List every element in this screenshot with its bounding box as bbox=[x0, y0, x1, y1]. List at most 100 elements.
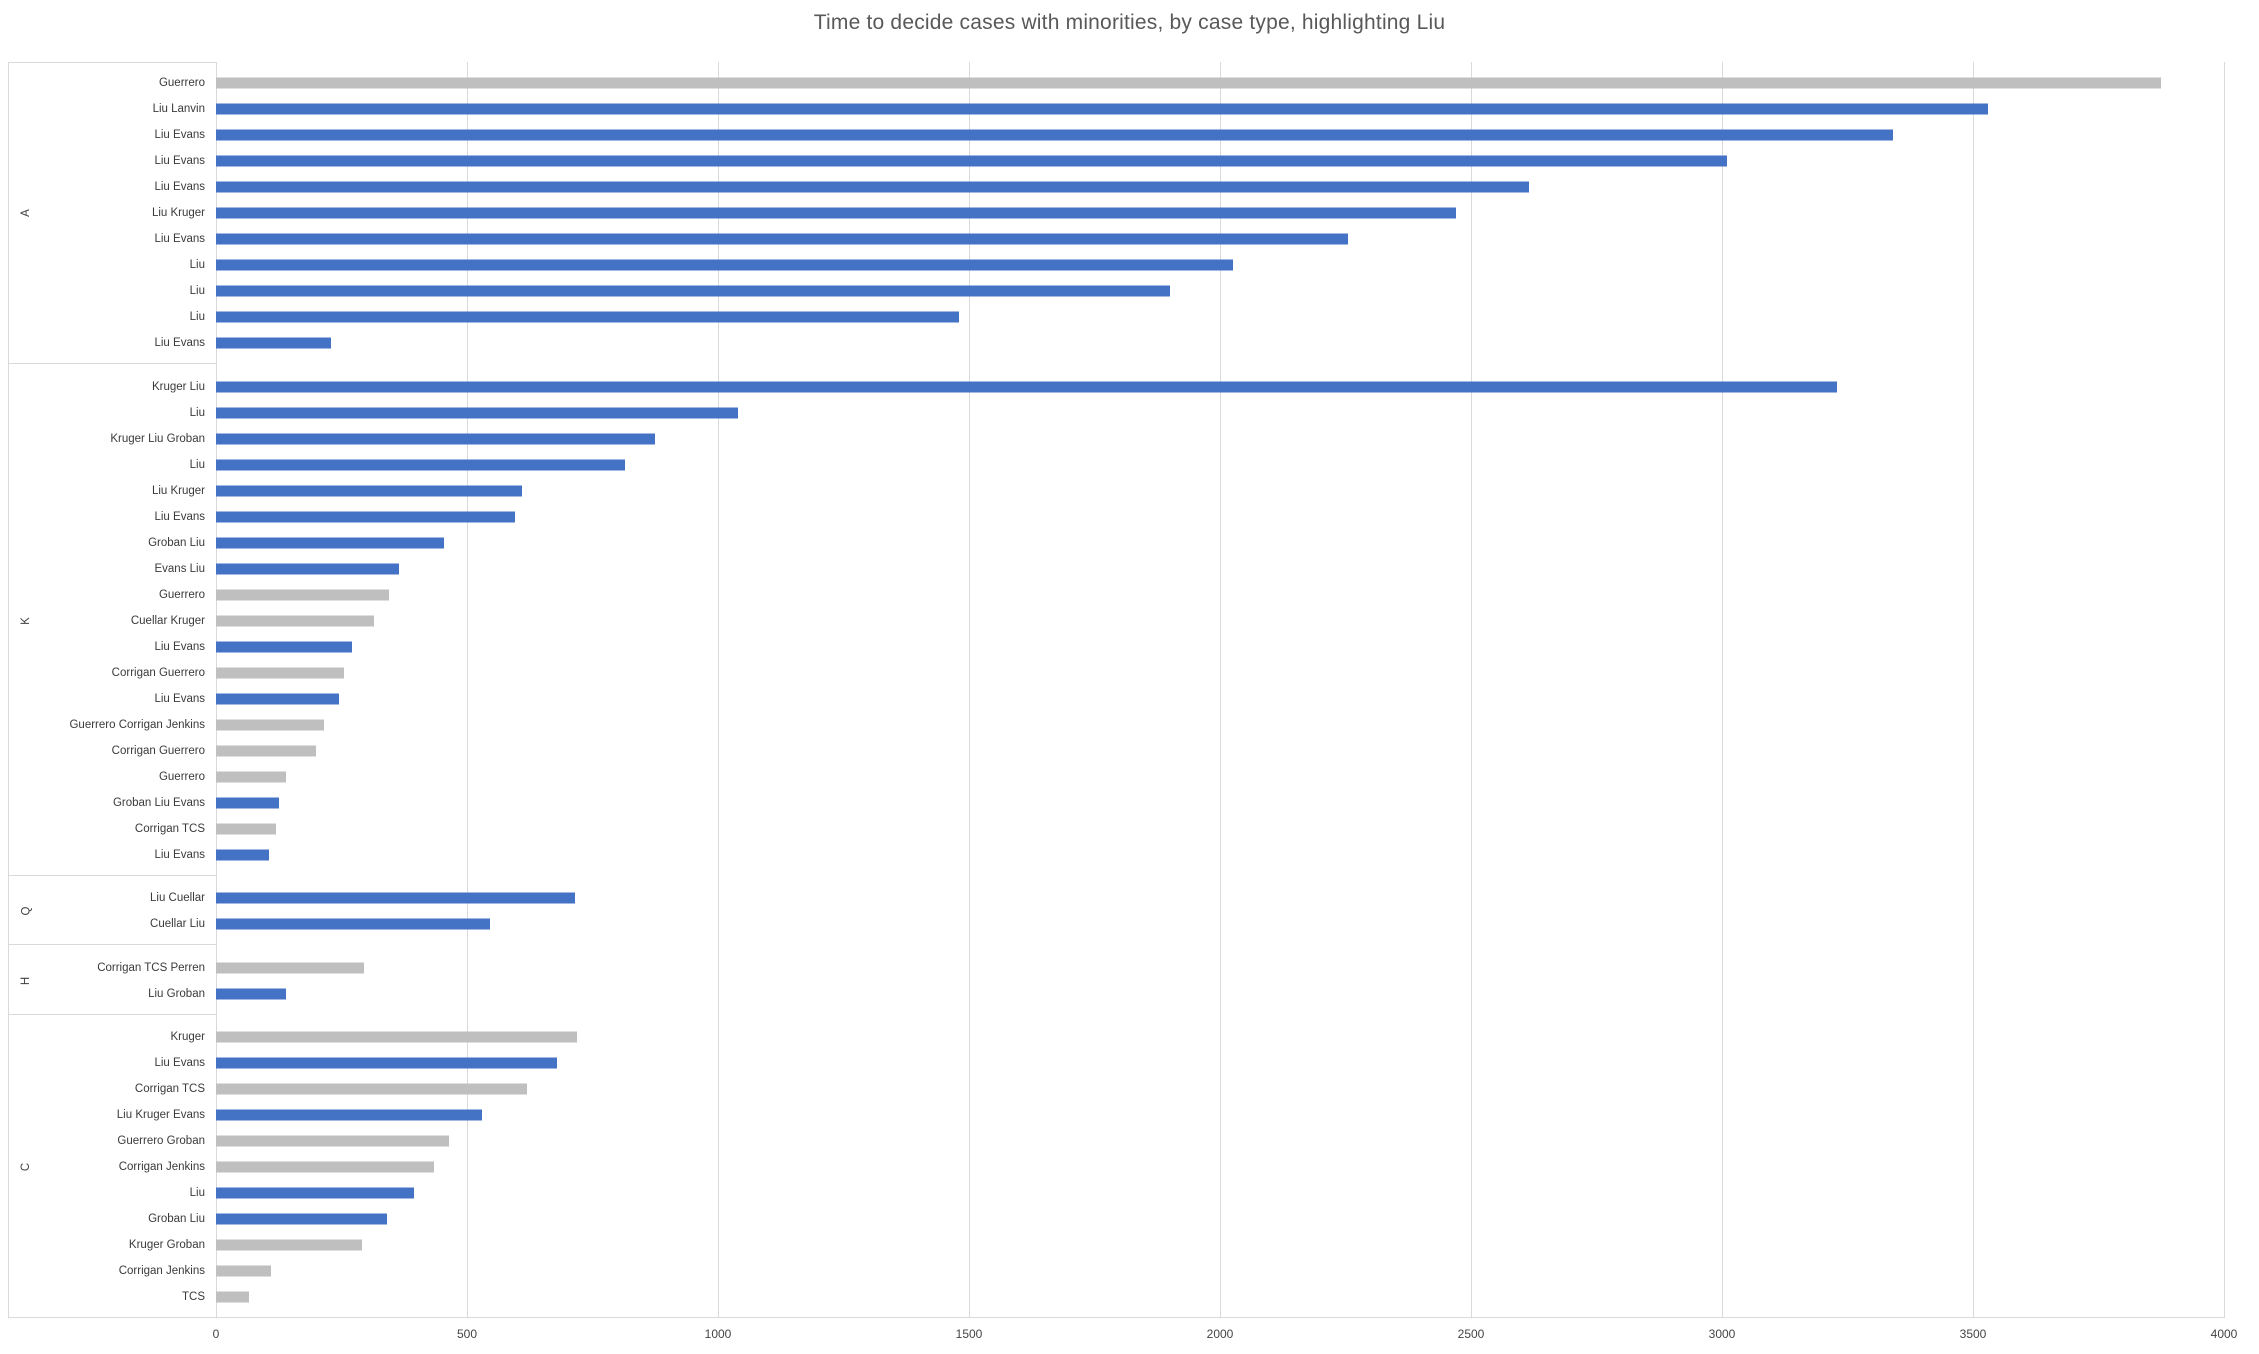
bar-highlighted bbox=[216, 129, 1893, 141]
bar-highlighted bbox=[216, 641, 352, 652]
x-tick-label: 2000 bbox=[1206, 1327, 1234, 1341]
bar-row-label: Liu Evans bbox=[154, 233, 205, 245]
plot-area: 0 500 1000 1500 2000 2500 3000 3500 4000 bbox=[213, 62, 2237, 1341]
bar-other bbox=[216, 719, 324, 730]
bar-track bbox=[216, 764, 2224, 790]
bar-row: Liu Kruger Evans bbox=[8, 1102, 2224, 1128]
bar-row-label: Groban Liu bbox=[148, 1213, 205, 1225]
bar-track bbox=[216, 1258, 2224, 1284]
bar-highlighted bbox=[216, 693, 339, 704]
bar-row-label: Kruger Groban bbox=[128, 1239, 205, 1251]
category-group-k: K Kruger Liu Liu Kruger Liu Groban Liu Liu Kr… bbox=[8, 366, 2224, 876]
bar-row-label: Liu Lanvin bbox=[152, 103, 205, 115]
bar-row: Corrigan TCS bbox=[8, 816, 2224, 842]
bar-row: Liu Cuellar bbox=[8, 885, 2224, 911]
bar-other bbox=[216, 1135, 450, 1147]
bar-row: Groban Liu bbox=[8, 530, 2224, 556]
x-tick-label: 500 bbox=[456, 1327, 478, 1341]
bar-track bbox=[216, 1284, 2224, 1310]
bar-row: Liu bbox=[8, 1180, 2224, 1206]
bar-track bbox=[216, 842, 2224, 868]
group-letter: A bbox=[12, 62, 40, 364]
group-letter-text: K bbox=[19, 616, 32, 625]
bar-row: Corrigan Guerrero bbox=[8, 660, 2224, 686]
x-axis-line bbox=[8, 1317, 2224, 1318]
bar-track bbox=[216, 686, 2224, 712]
bar-row-label: Guerrero bbox=[158, 770, 205, 783]
bar-row-label: Corrigan Jenkins bbox=[118, 1265, 205, 1277]
bar-other bbox=[216, 77, 2162, 89]
bar-track bbox=[216, 330, 2224, 356]
bar-row: Liu Kruger bbox=[8, 478, 2224, 504]
bar-highlighted bbox=[216, 181, 1529, 193]
category-group-a: A Guerrero Liu Lanvin Liu Evans Liu Evans Liu… bbox=[8, 62, 2224, 364]
bar-track bbox=[216, 1024, 2224, 1050]
chart-body: 0 500 1000 1500 2000 2500 3000 3500 4000 A Guerre… bbox=[0, 62, 2259, 1354]
gridline bbox=[216, 62, 217, 1318]
bar-other bbox=[216, 962, 365, 973]
bar-row: Groban Liu Evans bbox=[8, 790, 2224, 816]
bar-track bbox=[216, 738, 2224, 764]
bar-row-label: Liu bbox=[189, 1187, 205, 1199]
bar-track bbox=[216, 148, 2224, 174]
bar-row-label: Cuellar Kruger bbox=[130, 614, 205, 627]
bar-row: Cuellar Liu bbox=[8, 911, 2224, 937]
bar-row: Cuellar Kruger bbox=[8, 608, 2224, 634]
bar-row: Liu Lanvin bbox=[8, 96, 2224, 122]
bar-track bbox=[216, 504, 2224, 530]
bar-highlighted bbox=[216, 537, 445, 548]
x-tick-label: 3500 bbox=[1959, 1327, 1987, 1341]
bar-highlighted bbox=[216, 918, 490, 930]
label-region-top-line bbox=[8, 62, 216, 63]
gridline bbox=[1220, 62, 1221, 1318]
bar-row-label: Corrigan TCS bbox=[134, 1083, 205, 1095]
bar-other bbox=[216, 1031, 578, 1043]
bar-track bbox=[216, 634, 2224, 660]
bar-highlighted bbox=[216, 849, 269, 860]
bar-row: Liu bbox=[8, 278, 2224, 304]
bar-track bbox=[216, 712, 2224, 738]
bar-row: Liu Evans bbox=[8, 634, 2224, 660]
bar-row-label: Liu Evans bbox=[154, 129, 205, 141]
bar-row-label: Liu Evans bbox=[154, 510, 205, 523]
bar-track bbox=[216, 955, 2224, 981]
category-group-q: Q Liu Cuellar Cuellar Liu bbox=[8, 877, 2224, 945]
bar-other bbox=[216, 1083, 528, 1095]
bar-highlighted bbox=[216, 259, 1233, 271]
bar-row-label: Corrigan Guerrero bbox=[111, 744, 205, 757]
bar-track bbox=[216, 1076, 2224, 1102]
bar-track bbox=[216, 1180, 2224, 1206]
bar-row-label: Liu Evans bbox=[154, 640, 205, 653]
category-group-h: H Corrigan TCS Perren Liu Groban bbox=[8, 947, 2224, 1015]
bar-row: Liu Groban bbox=[8, 981, 2224, 1007]
bar-row: Kruger bbox=[8, 1024, 2224, 1050]
bar-highlighted bbox=[216, 233, 1348, 245]
bar-other bbox=[216, 771, 287, 782]
bar-highlighted bbox=[216, 155, 1728, 167]
bar-highlighted bbox=[216, 459, 626, 470]
bar-row: Guerrero Groban bbox=[8, 1128, 2224, 1154]
gridline bbox=[467, 62, 468, 1318]
bar-highlighted bbox=[216, 1187, 415, 1199]
bar-highlighted bbox=[216, 337, 332, 349]
bar-row-label: Guerrero Groban bbox=[117, 1135, 205, 1147]
bar-row-label: Kruger bbox=[170, 1031, 205, 1043]
bar-row-label: Guerrero bbox=[158, 77, 205, 89]
bar-track bbox=[216, 452, 2224, 478]
bar-track bbox=[216, 70, 2224, 96]
gridline bbox=[1471, 62, 1472, 1318]
bar-track bbox=[216, 530, 2224, 556]
bar-row-label: Liu Kruger bbox=[151, 484, 205, 497]
bar-track bbox=[216, 200, 2224, 226]
bar-row-label: Liu Groban bbox=[148, 987, 205, 1000]
bar-track bbox=[216, 660, 2224, 686]
group-letter: K bbox=[12, 366, 40, 876]
gridline bbox=[718, 62, 719, 1318]
bar-row-label: TCS bbox=[182, 1291, 205, 1303]
category-groups: A Guerrero Liu Lanvin Liu Evans Liu Evans Liu… bbox=[8, 62, 2224, 1318]
bar-row: Liu Evans bbox=[8, 174, 2224, 200]
x-tick-label: 0 bbox=[212, 1327, 220, 1341]
gridline bbox=[969, 62, 970, 1318]
bar-row: Kruger Liu bbox=[8, 374, 2224, 400]
